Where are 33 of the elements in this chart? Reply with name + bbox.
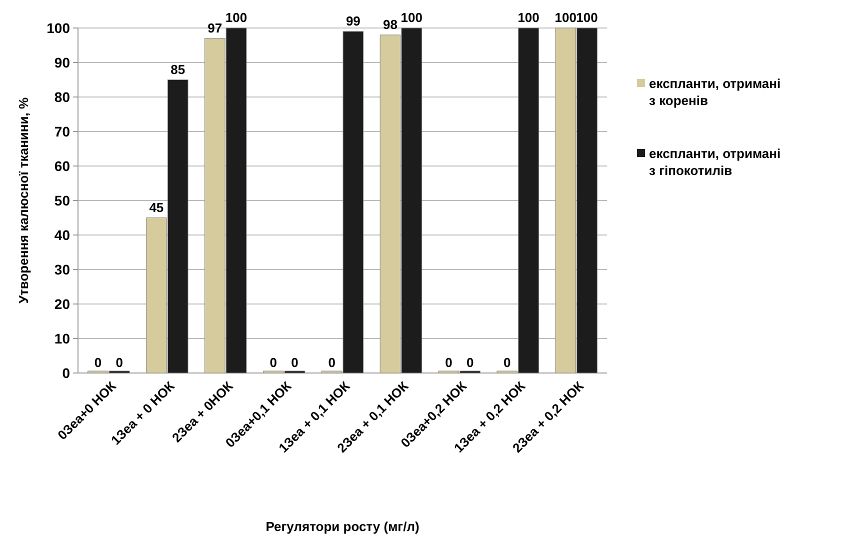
data-label: 100 bbox=[518, 10, 540, 25]
data-label: 100 bbox=[554, 10, 576, 25]
data-label: 45 bbox=[149, 200, 164, 215]
data-label: 0 bbox=[116, 355, 123, 370]
data-label: 85 bbox=[170, 62, 186, 77]
y-tick-label: 0 bbox=[62, 364, 70, 381]
data-label: 99 bbox=[346, 13, 360, 28]
x-axis-title: Регулятори росту (мг/л) bbox=[266, 519, 420, 534]
y-tick-label: 20 bbox=[54, 296, 70, 312]
data-label: 0 bbox=[504, 355, 511, 370]
data-label: 97 bbox=[208, 20, 222, 36]
y-tick-label: 30 bbox=[54, 261, 70, 278]
y-tick-label: 40 bbox=[54, 226, 70, 243]
y-tick-label: 80 bbox=[54, 88, 70, 105]
y-tick-label: 50 bbox=[54, 192, 70, 208]
y-tick-label: 60 bbox=[54, 158, 70, 174]
data-label: 100 bbox=[225, 10, 248, 25]
data-label: 100 bbox=[576, 10, 598, 25]
data-label: 0 bbox=[445, 355, 452, 370]
data-label: 0 bbox=[466, 355, 474, 370]
y-tick-label: 10 bbox=[54, 330, 70, 346]
y-tick-label: 70 bbox=[54, 123, 70, 140]
data-label: 100 bbox=[400, 10, 422, 25]
legend-label: експланти, отримані з гіпокотилів bbox=[649, 146, 781, 178]
legend-label: експланти, отримані з коренів bbox=[649, 76, 781, 108]
data-label: 0 bbox=[291, 355, 298, 370]
y-tick-label: 90 bbox=[54, 54, 70, 70]
data-label: 0 bbox=[94, 355, 102, 370]
data-label: 0 bbox=[328, 355, 336, 370]
y-axis-title: Утворення калюсної тканини, % bbox=[16, 97, 31, 304]
data-label: 98 bbox=[383, 16, 398, 32]
y-tick-label: 100 bbox=[46, 20, 70, 36]
data-label: 0 bbox=[270, 355, 277, 370]
